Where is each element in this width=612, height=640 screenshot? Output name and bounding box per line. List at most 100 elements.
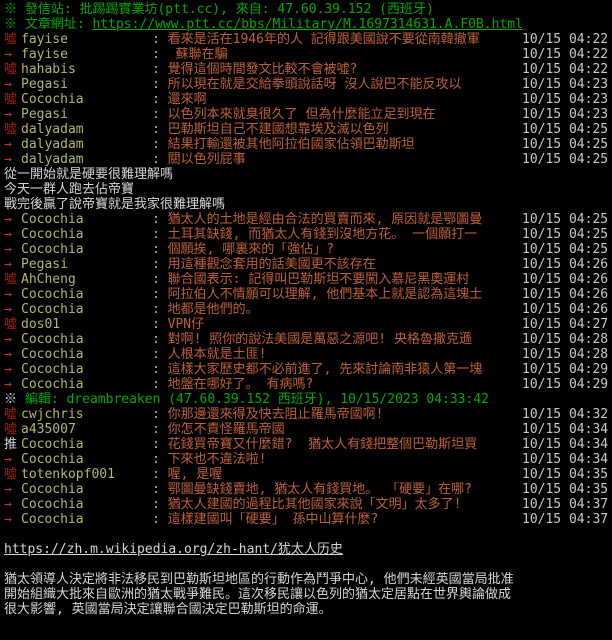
comment-username: Cocochia — [21, 227, 84, 242]
comment-username: AhCheng — [21, 272, 76, 287]
comment-colon: : — [152, 212, 168, 227]
comment-colon: : — [152, 377, 168, 392]
comment-timestamp: 10/15 04:25 — [522, 152, 609, 167]
comment-colon: : — [152, 107, 168, 122]
comment-timestamp: 10/15 04:23 — [522, 77, 609, 92]
comment-tag: 推 — [4, 437, 18, 452]
comment-tag: → — [4, 107, 12, 122]
comment-tag: → — [4, 302, 12, 317]
comment-timestamp: 10/15 04:34 — [522, 422, 609, 437]
article-url-link[interactable]: https://www.ptt.cc/bbs/Military/M.169731… — [92, 17, 523, 32]
comment-row: → Pegasi: 以色列本來就臭很久了 但為什麼能立足到現在 10/15 04:2… — [4, 107, 612, 122]
comment-tag: → — [4, 512, 12, 527]
comment-username: fayise — [21, 32, 68, 47]
comment-username: Cocochia — [21, 332, 84, 347]
comment-row: → dalyadam: 結果打輸還被其他阿拉伯國家佔領巴勒斯坦 10/15 04:2… — [4, 137, 612, 152]
comment-username: Cocochia — [21, 452, 84, 467]
edit-mark: ※ — [4, 392, 25, 407]
comment-colon: : — [152, 32, 168, 47]
comment-colon: : — [152, 407, 168, 422]
comment-row: → Cocochia: 土耳其缺錢, 而猶太人有錢到沒地方花。 一個願打一 10/1… — [4, 227, 612, 242]
comment-tag: 噓 — [4, 317, 18, 332]
comment-colon: : — [152, 242, 168, 257]
comment-row: → Cocochia: 下來也不違法啦! 10/15 04:34 — [4, 452, 612, 467]
comment-colon: : — [152, 272, 168, 287]
comment-text: 你怎不責怪羅馬帝國 — [167, 422, 285, 437]
comment-text: 這樣建國叫「硬要」 孫中山算什麼? — [167, 512, 379, 527]
plain-text-line: 從一開始就是硬要很難理解嗎 — [4, 167, 174, 182]
comment-tag: 噓 — [4, 272, 18, 287]
comment-timestamp: 10/15 04:22 — [522, 47, 609, 62]
comment-row: → Pegasi: 所以現在就是交給拳頭說話呀 沒人說巴不能反攻以 10/15 04… — [4, 77, 612, 92]
comment-username: Cocochia — [21, 92, 84, 107]
comment-text: 覺得這個時間發文比較不會被噓? — [167, 62, 358, 77]
comment-username: dos01 — [21, 317, 61, 332]
comment-colon: : — [152, 152, 168, 167]
comment-tag: → — [4, 137, 12, 152]
comment-row: → Cocochia: 個願挨, 哪裏來的「強佔」? 10/15 04:25 — [4, 242, 612, 257]
edit-text: 編輯: dreambreaken (47.60.39.152 西班牙), 10/… — [24, 392, 489, 407]
comment-tag: 噓 — [4, 122, 18, 137]
comment-colon: : — [152, 437, 168, 452]
comment-text: 人根本就是土匪! — [167, 347, 267, 362]
comment-colon: : — [152, 482, 168, 497]
comment-list: 噓 fayise: 看來是活在1946年的人 記得跟美國說不要從南韓撤軍 10/15… — [4, 32, 612, 527]
comment-text: 以色列本來就臭很久了 但為什麼能立足到現在 — [167, 107, 436, 122]
comment-username: Pegasi — [21, 107, 68, 122]
comment-username: Pegasi — [21, 257, 68, 272]
comment-username: Cocochia — [21, 242, 84, 257]
comment-tag: → — [4, 347, 12, 362]
comment-timestamp: 10/15 04:29 — [522, 362, 609, 377]
comment-text: 你那邊還來得及快去阻止羅馬帝國啊! — [167, 407, 384, 422]
comment-username: Cocochia — [21, 212, 84, 227]
plain-text-line: 戰完後贏了說帝寶就是我家很難理解嗎 — [4, 197, 226, 212]
comment-row: → Cocochia: 地都是他們的。 10/15 04:26 — [4, 302, 612, 317]
comment-username: Cocochia — [21, 437, 84, 452]
wiki-link[interactable]: https://zh.m.wikipedia.org/zh-hant/犹太人历史 — [4, 542, 343, 557]
comment-tag: 噓 — [4, 92, 18, 107]
comment-timestamp: 10/15 04:27 — [522, 317, 609, 332]
footer-paragraph-line: 猶太領導人決定將非法移民到巴勒斯坦地區的行動作為鬥爭中心, 他們未經英國當局批准 — [4, 572, 514, 587]
comment-row: 噓 totenkopf001: 喔, 是喔 10/15 04:35 — [4, 467, 612, 482]
comment-timestamp: 10/15 04:26 — [522, 257, 609, 272]
comment-row: 噓 dalyadam: 巴勒斯坦自己不建國想靠埃及滅以色列 10/15 04:25 — [4, 122, 612, 137]
plain-text-line: 今天一群人跑去佔帝寶 — [4, 182, 135, 197]
comment-row: → Cocochia: 猶太人建國的過程比其他國家來說「文明」太多了! 10/15 … — [4, 497, 612, 512]
comment-colon: : — [152, 302, 168, 317]
comment-text: 花錢買帝寶又什麼錯? 猶太人有錢把整個巴勒斯坦買 — [167, 437, 478, 452]
comment-colon: : — [152, 47, 168, 62]
comment-tag: → — [4, 257, 12, 272]
comment-tag: → — [4, 497, 12, 512]
comment-username: totenkopf001 — [21, 467, 115, 482]
comment-text: 猶太人建國的過程比其他國家來說「文明」太多了! — [167, 497, 462, 512]
comment-colon: : — [152, 62, 168, 77]
comment-row: 推 Cocochia: 花錢買帝寶又什麼錯? 猶太人有錢把整個巴勒斯坦買 10/15… — [4, 437, 612, 452]
comment-text: VPN仔 — [167, 317, 205, 332]
comment-timestamp: 10/15 04:32 — [522, 407, 609, 422]
blank-line — [4, 557, 612, 572]
comment-tag: → — [4, 377, 12, 392]
comment-row: → Cocochia: 地盤在哪好了。 有病嗎? 10/15 04:29 — [4, 377, 612, 392]
comment-row: → Pegasi: 用這種觀念套用的話美國更不該存在 10/15 04:26 — [4, 257, 612, 272]
comment-username: Cocochia — [21, 362, 84, 377]
comment-row: 噓 a435007: 你怎不責怪羅馬帝國 10/15 04:34 — [4, 422, 612, 437]
comment-timestamp: 10/15 04:25 — [522, 137, 609, 152]
comment-colon: : — [152, 452, 168, 467]
comment-tag: → — [4, 332, 12, 347]
comment-timestamp: 10/15 04:26 — [522, 272, 609, 287]
comment-tag: → — [4, 242, 12, 257]
origin-station-line: ※ 發信站: 批踢踢實業坊(ptt.cc), 來自: 47.60.39.152 … — [4, 2, 434, 17]
comment-text: 個願挨, 哪裏來的「強佔」? — [167, 242, 335, 257]
comment-colon: : — [152, 422, 168, 437]
comment-timestamp: 10/15 04:25 — [522, 212, 609, 227]
comment-username: Pegasi — [21, 77, 68, 92]
comment-row: 噓 cwjchris: 你那邊還來得及快去阻止羅馬帝國啊! 10/15 04:32 — [4, 407, 612, 422]
comment-text: 土耳其缺錢, 而猶太人有錢到沒地方花。 一個願打一 — [167, 227, 478, 242]
comment-timestamp: 10/15 04:22 — [522, 32, 609, 47]
blank-line — [4, 527, 612, 542]
comment-timestamp: 10/15 04:35 — [522, 467, 609, 482]
comment-tag: → — [4, 287, 12, 302]
comment-text: 還來啊 — [167, 92, 207, 107]
comment-row: → Cocochia: 阿拉伯人不情願可以理解, 他們基本上就是認為這塊土 10/1… — [4, 287, 612, 302]
comment-timestamp: 10/15 04:25 — [522, 227, 609, 242]
